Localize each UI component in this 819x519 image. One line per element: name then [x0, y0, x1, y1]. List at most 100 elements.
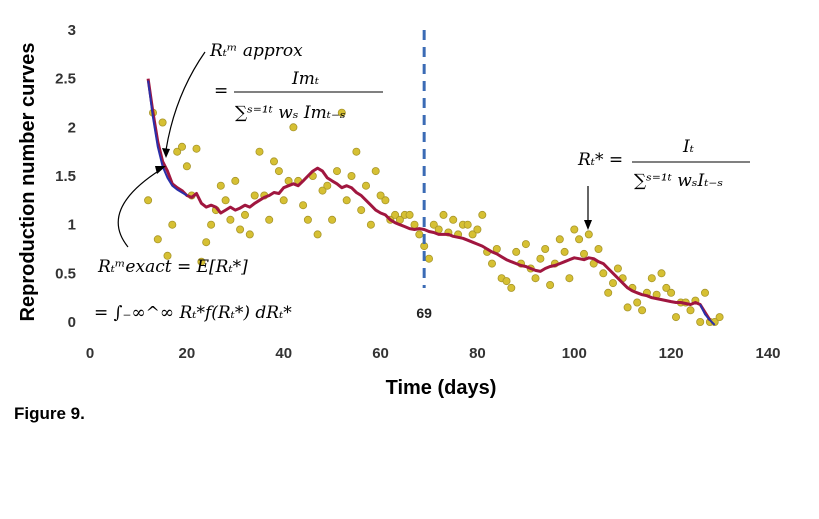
x-tick-label: 20 — [179, 345, 196, 362]
scatter-point — [231, 176, 240, 185]
scatter-point — [323, 181, 332, 190]
star-annotation: Rₜ* = Iₜ ∑ˢ⁼¹ᵗ wₛIₜ₋ₛ — [577, 137, 750, 230]
scatter-point — [633, 298, 642, 307]
scatter-point — [580, 249, 589, 258]
x-tick-label: 40 — [275, 345, 292, 362]
scatter-point — [250, 191, 259, 200]
scatter-point — [599, 269, 608, 278]
x-tick-labels: 0 20 40 60 80 100 120 140 — [86, 345, 781, 362]
scatter-point — [158, 118, 167, 127]
scatter-point — [405, 210, 414, 219]
scatter-point — [173, 147, 182, 156]
scatter-point — [303, 215, 312, 224]
scatter-point — [584, 230, 593, 239]
approx-numerator: Imₜ — [291, 69, 320, 89]
x-axis-label: Time (days) — [386, 377, 497, 399]
scatter-point — [715, 313, 724, 322]
y-tick-label: 3 — [68, 22, 76, 39]
scatter-point — [546, 280, 555, 289]
scatter-point — [168, 220, 177, 229]
scatter-point — [415, 230, 424, 239]
scatter-point — [144, 196, 153, 205]
y-tick-label: 0.5 — [55, 265, 76, 282]
scatter-point — [332, 167, 341, 176]
scatter-point — [594, 244, 603, 253]
scatter-point — [613, 264, 622, 273]
approx-equals: = — [214, 81, 228, 101]
scatter-point — [502, 277, 511, 286]
scatter-point — [216, 181, 225, 190]
scatter-point — [555, 235, 564, 244]
scatter-point — [265, 215, 274, 224]
scatter-point — [570, 225, 579, 234]
scatter-point — [647, 274, 656, 283]
scatter-point — [313, 230, 322, 239]
x-tick-label: 120 — [659, 345, 684, 362]
scatter-point — [240, 210, 249, 219]
scatter-point — [541, 244, 550, 253]
scatter-point — [236, 225, 245, 234]
exact-arrow — [117, 169, 161, 248]
scatter-point — [391, 210, 400, 219]
scatter-point — [366, 220, 375, 229]
scatter-point — [182, 162, 191, 171]
scatter-point — [560, 247, 569, 256]
scatter-point — [696, 317, 705, 326]
x-tick-label: 80 — [469, 345, 486, 362]
scatter-point — [623, 303, 632, 312]
scatter-point — [657, 269, 666, 278]
star-numerator: Iₜ — [682, 137, 695, 157]
scatter-point — [667, 288, 676, 297]
scatter-point — [192, 144, 201, 153]
exact-line1: Rₜᵐexact = E[Rₜ*] — [97, 257, 248, 277]
y-tick-label: 0 — [68, 314, 76, 331]
exact-line2: = ∫₋∞^∞ Rₜ*f(Rₜ*) dRₜ* — [94, 303, 292, 323]
scatter-point — [536, 254, 545, 263]
scatter-point — [221, 196, 230, 205]
series-line-blue — [699, 304, 716, 326]
scatter-point — [604, 288, 613, 297]
exact-arrowhead — [155, 166, 166, 174]
scatter-point — [463, 220, 472, 229]
scatter-point — [328, 215, 337, 224]
line-layer — [146, 78, 716, 326]
scatter-point — [361, 181, 370, 190]
scatter-point — [487, 259, 496, 268]
series-line-red — [146, 78, 712, 321]
scatter-point — [439, 210, 448, 219]
y-tick-label: 2 — [68, 119, 76, 136]
scatter-point — [357, 206, 366, 215]
scatter-point — [202, 238, 211, 247]
scatter-point — [255, 147, 264, 156]
scatter-point — [672, 313, 681, 322]
exact-annotation: Rₜᵐexact = E[Rₜ*] = ∫₋∞^∞ Rₜ*f(Rₜ*) dRₜ* — [94, 166, 292, 323]
approx-line1: Rₜᵐ approx — [209, 41, 303, 61]
scatter-point — [473, 225, 482, 234]
scatter-point — [347, 171, 356, 180]
scatter-point — [531, 274, 540, 283]
scatter-point — [424, 254, 433, 263]
scatter-point — [662, 283, 671, 292]
x-tick-label: 140 — [755, 345, 780, 362]
star-arrowhead — [584, 220, 592, 230]
scatter-point — [468, 230, 477, 239]
vertical-marker-label: 69 — [416, 305, 432, 321]
scatter-point — [429, 220, 438, 229]
scatter-point — [289, 123, 298, 132]
scatter-point — [701, 288, 710, 297]
scatter-point — [318, 186, 327, 195]
scatter-point — [279, 196, 288, 205]
figure-caption: Figure 9. — [14, 404, 85, 423]
y-tick-labels: 0 0.5 1 1.5 2 2.5 3 — [55, 22, 76, 331]
scatter-point — [177, 142, 186, 151]
approx-annotation: Rₜᵐ approx = Imₜ ∑ˢ⁼¹ᵗ wₛ Imₜ₋ₛ — [162, 41, 383, 158]
scatter-point — [163, 251, 172, 260]
scatter-point — [153, 235, 162, 244]
scatter-point — [207, 220, 216, 229]
scatter-point — [269, 157, 278, 166]
scatter-point — [521, 240, 530, 249]
scatter-point — [609, 279, 618, 288]
scatter-point — [512, 247, 521, 256]
scatter-point — [449, 215, 458, 224]
